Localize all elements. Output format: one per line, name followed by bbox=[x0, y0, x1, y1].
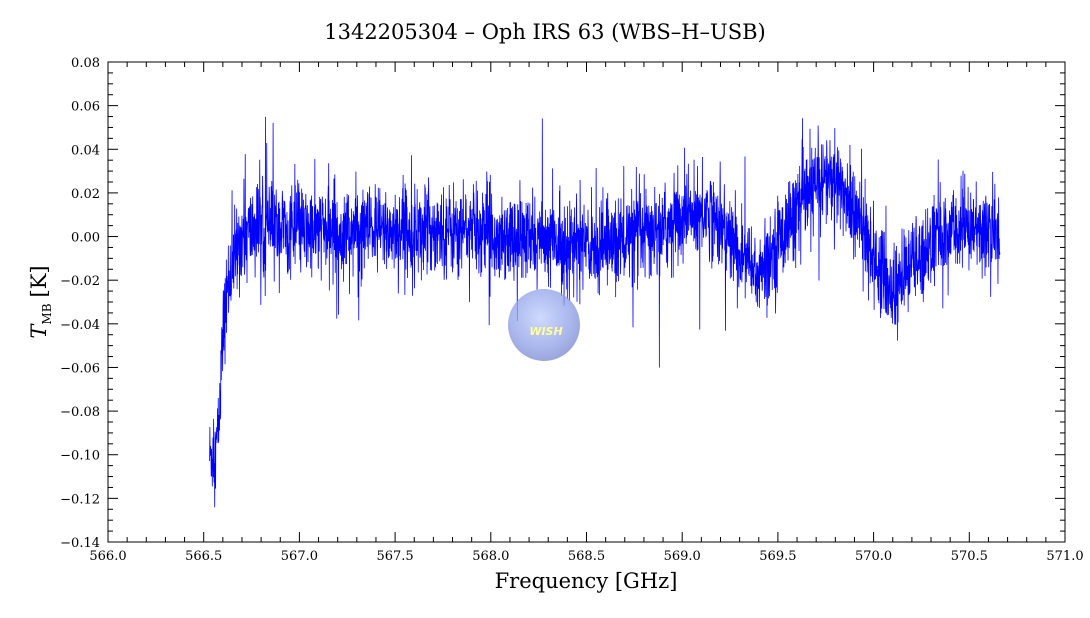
plot-frame bbox=[107, 61, 1066, 543]
wish-logo-text: WISH bbox=[529, 325, 562, 338]
y-tick-label: 0.08 bbox=[71, 56, 100, 71]
y-axis-label-main: T bbox=[27, 323, 51, 339]
chart-title: 1342205304 – Oph IRS 63 (WBS–H–USB) bbox=[324, 20, 766, 44]
x-tick-label: 571.0 bbox=[1046, 549, 1083, 564]
y-axis-ticks: 0.08 0.06 0.04 0.02 0.00 −0.02 −0.04 −0.06 −0.08… bbox=[60, 56, 1065, 551]
y-tick-label: 0.00 bbox=[71, 231, 100, 246]
y-axis-label-sub: MB bbox=[40, 303, 54, 324]
x-tick-label: 566.5 bbox=[185, 549, 222, 564]
y-tick-label: −0.12 bbox=[60, 492, 100, 507]
svg-text:TMB[K]: TMB [K] bbox=[27, 265, 54, 338]
y-tick-label: −0.08 bbox=[60, 405, 100, 420]
x-tick-label: 569.0 bbox=[664, 549, 701, 564]
y-tick-label: −0.04 bbox=[60, 318, 100, 333]
y-tick-label: 0.02 bbox=[71, 187, 100, 202]
x-tick-label: 567.0 bbox=[281, 549, 318, 564]
x-tick-label: 566.0 bbox=[89, 549, 126, 564]
y-tick-label: 0.04 bbox=[71, 143, 100, 158]
x-tick-label: 570.5 bbox=[951, 549, 988, 564]
y-axis-label: TMB [K] bbox=[27, 265, 54, 338]
spectrum-series-line bbox=[209, 116, 1001, 508]
x-tick-label: 570.0 bbox=[855, 549, 892, 564]
y-tick-label: −0.06 bbox=[60, 361, 100, 376]
x-tick-label: 568.5 bbox=[568, 549, 605, 564]
x-axis-ticks: 566.0 566.5 567.0 567.5 568.0 568.5 569.0 569.5… bbox=[89, 62, 1084, 564]
y-axis-label-unit: [K] bbox=[27, 265, 51, 297]
y-tick-label: −0.14 bbox=[60, 536, 100, 551]
x-tick-label: 569.5 bbox=[759, 549, 796, 564]
wish-logo: WISH bbox=[508, 289, 580, 361]
y-tick-label: −0.02 bbox=[60, 274, 100, 289]
y-tick-label: −0.10 bbox=[60, 449, 100, 464]
wish-logo-circle bbox=[508, 289, 580, 361]
y-tick-label: 0.06 bbox=[71, 100, 100, 115]
x-axis-label: Frequency [GHz] bbox=[495, 569, 678, 593]
x-tick-label: 567.5 bbox=[376, 549, 413, 564]
x-tick-label: 568.0 bbox=[472, 549, 509, 564]
